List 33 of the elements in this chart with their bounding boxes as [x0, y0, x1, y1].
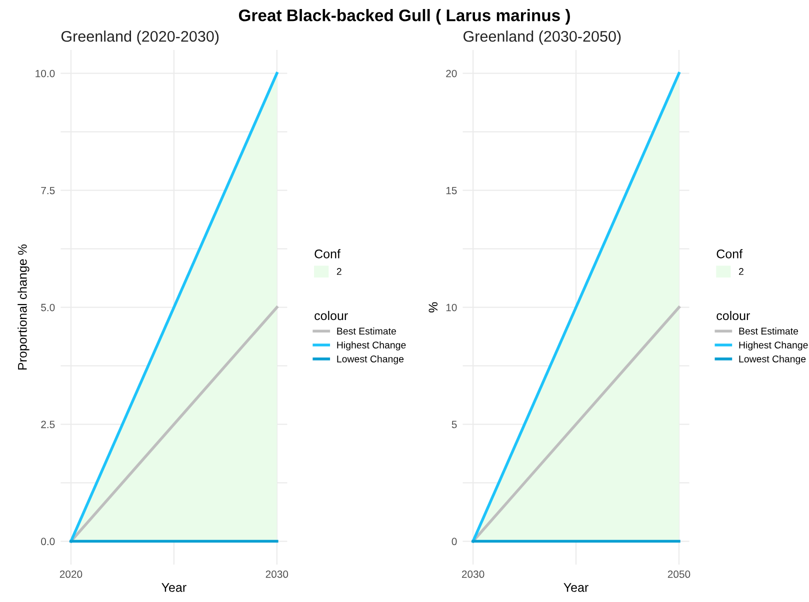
y-tick-label: 20 — [446, 70, 457, 78]
legend-label: Best Estimate — [739, 327, 798, 335]
y-tick-label: 7.5 — [41, 186, 55, 194]
legend-label: Lowest Change — [739, 355, 806, 364]
y-tick-label: 10 — [446, 304, 457, 312]
legend-label: Highest Change — [337, 341, 406, 350]
legend-label: Best Estimate — [337, 327, 396, 335]
text: Conf — [716, 249, 743, 258]
y-tick-label: 5.0 — [41, 304, 55, 312]
x-axis-title: Year — [564, 583, 588, 592]
text: Great Black-backed Gull ( Larus marinus ) — [238, 9, 570, 25]
x-tick-label: 2020 — [60, 570, 82, 578]
legend-label: Highest Change — [739, 341, 808, 350]
text: 2 — [336, 268, 342, 275]
y-tick-label: 0.0 — [41, 538, 55, 546]
y-tick-label: 2.5 — [41, 420, 55, 428]
y-axis-title: % — [428, 302, 438, 312]
y-tick-label: 15 — [446, 186, 457, 194]
x-tick-label: 2030 — [462, 570, 484, 578]
y-tick-label: 10.0 — [36, 70, 55, 78]
y-tick-label: 5 — [452, 420, 457, 428]
chart-title: Greenland (2020-2030) — [61, 30, 219, 45]
legend-label: Lowest Change — [337, 355, 404, 364]
y-axis-title: Proportional change % — [18, 244, 30, 370]
x-tick-label: 2030 — [266, 570, 288, 578]
y-tick-label: 0 — [452, 538, 457, 546]
legend-title: colour — [314, 310, 348, 320]
x-axis-title: Year — [162, 583, 186, 592]
text: 2 — [738, 268, 744, 275]
x-tick-label: 2050 — [668, 570, 690, 578]
chart-title: Greenland (2030-2050) — [464, 30, 621, 45]
text: Conf — [314, 249, 340, 258]
legend-title: colour — [716, 310, 750, 320]
